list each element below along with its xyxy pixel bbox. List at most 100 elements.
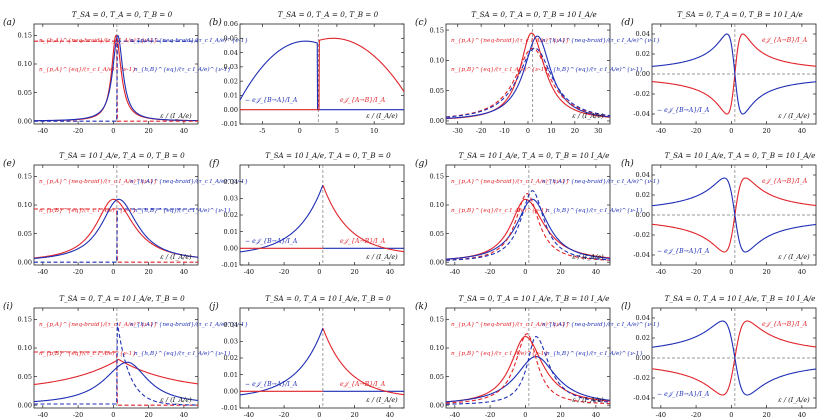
legend-label: n_{h,B}^{eq}/(τ_c I_A/e)^{ν-1} xyxy=(134,350,231,357)
x-tick-label: 0 xyxy=(523,268,527,276)
x-tick-label: -20 xyxy=(485,268,495,276)
x-tick-label: -40 xyxy=(38,411,48,419)
x-tick-label: -10 xyxy=(499,127,509,135)
legend-label: n_{h,A}^{neq-braid}/(τ_c I_A/e)^{ν-1} xyxy=(130,178,248,185)
y-tick-label: 0.00 xyxy=(636,211,650,219)
legend-label: n_{h,A}^{neq-braid}/(τ_c I_A/e)^{ν-1} xyxy=(542,37,660,44)
x-tick-label: 30 xyxy=(594,127,602,135)
y-tick-label: 0.10 xyxy=(18,201,32,209)
y-tick-label: 0.10 xyxy=(18,344,32,352)
y-tick-label: 0.15 xyxy=(430,173,444,181)
y-tick-label: -0.02 xyxy=(633,90,650,98)
y-tick-label: 0.04 xyxy=(636,30,650,38)
y-tick-label: -0.02 xyxy=(633,231,650,239)
y-tick-label: 0.05 xyxy=(18,89,32,97)
y-tick-label: 0.03 xyxy=(224,338,238,346)
series-j-B-to-A xyxy=(240,40,319,111)
x-tick-label: 5 xyxy=(335,127,339,135)
series-group xyxy=(652,320,816,396)
series-n-p-A-neq-right xyxy=(115,34,198,122)
panel-title: T_SA = 0, T_A = 10 I_A/e, T_B = 10 I_A/e xyxy=(459,294,610,303)
panel-label: (g) xyxy=(415,158,428,169)
series-j-A-to-B xyxy=(652,33,816,115)
series-group xyxy=(34,34,198,122)
series-n-p-B-eq xyxy=(446,193,610,261)
series-n-h-A-neq xyxy=(34,34,198,122)
y-tick-label: 0.15 xyxy=(430,316,444,324)
x-tick-label: 0 xyxy=(523,411,527,419)
y-tick-label: 0.05 xyxy=(430,373,444,381)
x-tick-label: 0 xyxy=(729,411,733,419)
x-axis-label: ε / (I_A/e) xyxy=(572,253,604,261)
panel-i: -40 -20 0 20 40 0.00 0.05 0.10 0.15 T_SA = 0, T_A… xyxy=(3,294,248,419)
series-j-A-to-B xyxy=(322,185,404,253)
series-n-h-B-eq xyxy=(34,322,198,406)
plot-frame xyxy=(445,164,611,266)
x-tick-label: -20 xyxy=(476,127,486,135)
y-tick-label: 0.15 xyxy=(430,26,444,34)
y-tick-label: 0.05 xyxy=(224,34,238,42)
y-tick-label: 0.05 xyxy=(430,87,444,95)
series-group xyxy=(240,37,404,111)
y-tick-label: -0.04 xyxy=(633,110,650,118)
legend-label: − e𝒥_{B→A}/I_A xyxy=(245,381,298,388)
y-tick-label: 0.15 xyxy=(18,316,32,324)
x-tick-label: 40 xyxy=(798,127,806,135)
legend-label: n_{h,A}^{neq-braid}/(τ_c I_A/e)^{ν-1} xyxy=(39,37,157,44)
legend-label: e𝒥_{A→B}/I_A xyxy=(340,97,386,104)
panel-label: (j) xyxy=(209,301,219,312)
x-tick-label: 0 xyxy=(111,411,115,419)
panel-title: T_SA = 0, T_A = 0, T_B = 10 I_A/e xyxy=(471,10,597,19)
plot-frame xyxy=(33,307,199,409)
panel-label: (d) xyxy=(621,17,634,28)
x-tick-label: 20 xyxy=(762,411,770,419)
y-tick-label: 0.00 xyxy=(224,106,238,114)
legend-label: n_{p,A}^{neq-braid}/(τ_c I_A/e)^{ν-1} xyxy=(451,37,569,44)
x-axis-label: ε / (I_A/e) xyxy=(160,112,192,120)
x-axis-label: ε / (I_A/e) xyxy=(366,396,398,404)
legend-label: − e𝒥_{B→A}/I_A xyxy=(657,248,710,255)
x-tick-label: 40 xyxy=(180,268,188,276)
legend-label: − e𝒥_{B→A}/I_A xyxy=(245,238,298,245)
panel-label: (k) xyxy=(415,301,428,312)
panel-c: -30 -20 -10 0 10 20 30 0.00 0.05 0.10 0.15 T_SA = 0… xyxy=(415,10,660,135)
panel-j: -40 -20 0 20 40 -0.01 0.00 0.01 0.02 0.03 0.04 T_SA… xyxy=(209,294,405,419)
x-tick-label: 20 xyxy=(144,268,152,276)
legend-label: n_{h,B}^{eq}/(τ_c I_A/e)^{ν-1} xyxy=(134,207,231,214)
legend-label: n_{h,A}^{neq-braid}/(τ_c I_A/e)^{ν-1} xyxy=(130,321,248,328)
y-tick-label: -0.01 xyxy=(221,120,238,128)
legend-label: e𝒥_{A→B}/I_A xyxy=(762,37,808,44)
x-tick-label: -40 xyxy=(38,268,48,276)
x-tick-label: 40 xyxy=(592,411,600,419)
legend-label: n_{p,B}^{eq}/(τ_c I_A/e)^{ν-1} xyxy=(451,207,548,214)
series-n-p-A-neq xyxy=(446,336,610,403)
panel-label: (c) xyxy=(415,17,428,28)
x-tick-label: -30 xyxy=(452,127,462,135)
y-tick-label: 0.06 xyxy=(224,20,238,28)
legend-label: − e𝒥_{B→A}/I_A xyxy=(657,391,710,398)
x-tick-label: 40 xyxy=(798,411,806,419)
x-tick-label: -40 xyxy=(450,268,460,276)
series-j-B-to-A xyxy=(652,177,816,253)
series-j-A-to-B xyxy=(652,320,816,396)
series-group xyxy=(240,327,404,396)
x-tick-label: -20 xyxy=(73,268,83,276)
panel-title: T_SA = 10 I_A/e, T_A = 0, T_B = 0 xyxy=(265,151,391,160)
y-tick-label: -0.02 xyxy=(633,374,650,382)
panel-f: -40 -20 0 20 40 -0.01 0.00 0.01 0.02 0.03 0.04 T_SA… xyxy=(209,151,405,276)
series-group xyxy=(240,184,404,253)
x-tick-label: -40 xyxy=(38,127,48,135)
legend-label: n_{p,B}^{eq}/(τ_c I_A/e)^{ν-1} xyxy=(451,66,548,73)
series-n-p-A-neq xyxy=(446,32,610,120)
x-tick-label: 40 xyxy=(386,411,394,419)
legend-label: n_{p,A}^{neq-braid}/(τ_c I_A/e)^{ν-1} xyxy=(451,178,569,185)
x-axis-label: ε / (I_A/e) xyxy=(160,253,192,261)
legend-label: − e𝒥_{B→A}/I_A xyxy=(657,107,710,114)
legend-label: n_{p,A}^{neq-braid}/(τ_c I_A/e)^{ν-1} xyxy=(39,178,157,185)
x-tick-label: 40 xyxy=(386,268,394,276)
series-j-B-to-A xyxy=(240,184,324,253)
y-tick-label: 0.04 xyxy=(224,49,238,57)
x-axis-label: ε / (I_A/e) xyxy=(366,253,398,261)
panel-l: -40 -20 0 20 40 -0.04 -0.02 0.00 0.02 0.04 T_SA = … xyxy=(621,294,817,419)
series-n-h-A-neq xyxy=(34,198,198,259)
